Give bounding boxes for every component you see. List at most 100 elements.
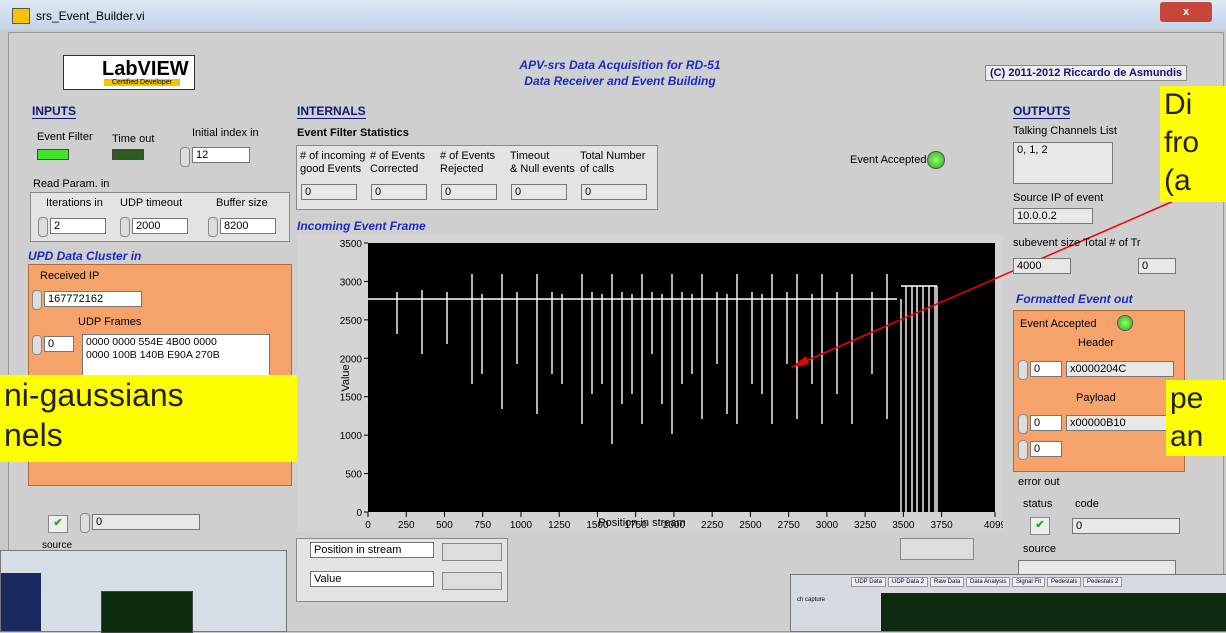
x-tick-label: 2500 [739, 520, 762, 531]
spinner[interactable] [32, 335, 42, 355]
numeric-indicator: 0 [1138, 258, 1176, 274]
label: code [1075, 498, 1099, 510]
x-tick-label: 250 [398, 520, 415, 531]
numeric-indicator: x00000B10 [1066, 415, 1174, 431]
logo-text: LabVIEW [102, 58, 189, 81]
string-indicator: 10.0.0.2 [1013, 208, 1093, 224]
x-tick-label: 750 [474, 520, 491, 531]
spinner[interactable] [80, 513, 90, 533]
y-tick-label: 1500 [340, 393, 363, 404]
text-line: 0000 0000 554E 4B00 0000 [86, 336, 266, 349]
spinner[interactable] [38, 217, 48, 237]
callout-text: fro [1164, 124, 1226, 162]
x-tick-label: 4099 [984, 520, 1003, 531]
y-tick-label: 1000 [340, 431, 363, 442]
cursor-field[interactable]: Position in stream [310, 542, 434, 558]
numeric-control[interactable]: 2 [50, 218, 106, 234]
close-button[interactable]: x [1160, 2, 1212, 22]
status-indicator[interactable]: ✔ [48, 515, 68, 533]
x-tick-label: 1750 [625, 520, 648, 531]
x-tick-label: 1000 [510, 520, 533, 531]
x-tick-label: 2000 [663, 520, 686, 531]
numeric-control[interactable]: 12 [192, 147, 250, 163]
led[interactable] [112, 149, 144, 160]
axis-tools[interactable] [442, 543, 502, 561]
thumbnail-graph [881, 593, 1226, 631]
string-indicator: 0, 1, 2 [1013, 142, 1113, 184]
spinner[interactable] [120, 217, 130, 237]
led[interactable] [927, 151, 945, 169]
cluster-label: Formatted Event out [1016, 292, 1133, 306]
x-tick-label: 1250 [548, 520, 571, 531]
led[interactable] [1117, 315, 1133, 331]
copyright: (C) 2011-2012 Riccardo de Asmundis [985, 65, 1187, 81]
graph-title: Incoming Event Frame [297, 219, 426, 233]
numeric-control[interactable]: 8200 [220, 218, 276, 234]
y-tick-label: 2000 [340, 354, 363, 365]
graph-palette[interactable] [900, 538, 974, 560]
tab[interactable]: UDP Data [851, 577, 886, 587]
numeric-indicator: 0 [441, 184, 497, 200]
array-index[interactable]: 0 [1030, 361, 1062, 377]
x-tick-label: 0 [365, 520, 371, 531]
spinner[interactable] [1018, 360, 1028, 380]
panel-title: APV-srs Data Acquisition for RD-51 [440, 58, 800, 72]
cursor-field[interactable]: Value [310, 571, 434, 587]
label: Talking Channels List [1013, 125, 1117, 137]
tab[interactable]: UDP Data 2 [888, 577, 928, 587]
graph: Position in stream Value 050010001500200… [297, 234, 1003, 532]
label: Buffer size [216, 197, 268, 209]
label: status [1023, 498, 1052, 510]
label: subevent size Total # of Tr [1013, 237, 1141, 249]
callout-text: an [1170, 418, 1226, 456]
label: Iterations in [46, 197, 103, 209]
x-tick-label: 500 [436, 520, 453, 531]
numeric-indicator: 0 [581, 184, 647, 200]
spinner[interactable] [32, 290, 42, 310]
cluster-label: UPD Data Cluster in [28, 249, 141, 263]
logo-sub: Certified Developer [104, 79, 180, 86]
y-axis-label: Value [340, 364, 352, 391]
numeric-indicator: 0 [92, 514, 200, 530]
tab[interactable]: Raw Data [930, 577, 964, 587]
text-line: 0000 100B 140B E90A 270B [86, 349, 266, 362]
y-tick-label: 3000 [340, 277, 363, 288]
callout-text: pe [1170, 380, 1226, 418]
thumbnail-panel [1, 573, 41, 631]
y-tick-label: 3500 [340, 239, 363, 250]
section-label: INTERNALS [297, 104, 366, 119]
label: Read Param. in [33, 178, 109, 190]
array-index[interactable]: 0 [1030, 441, 1062, 457]
label: error out [1018, 476, 1060, 488]
axis-tools[interactable] [442, 572, 502, 590]
label: source [1023, 543, 1056, 555]
label: Event Filter Statistics [297, 127, 409, 139]
tab[interactable]: Pedestals [1047, 577, 1081, 587]
label: UDP Frames [78, 316, 141, 328]
spinner[interactable] [208, 217, 218, 237]
x-tick-label: 2750 [778, 520, 801, 531]
x-tick-label: 1500 [586, 520, 609, 531]
numeric-indicator: 0 [511, 184, 567, 200]
x-tick-label: 3500 [892, 520, 915, 531]
label: Initial index in [192, 127, 259, 139]
array-index[interactable]: 0 [1030, 415, 1062, 431]
tab[interactable]: Pedestals 2 [1083, 577, 1122, 587]
numeric-control[interactable]: 2000 [132, 218, 188, 234]
led[interactable] [37, 149, 69, 160]
spinner[interactable] [180, 147, 190, 167]
column-header: # of incoming [300, 150, 365, 162]
spinner[interactable] [1018, 440, 1028, 460]
numeric-control[interactable]: 167772162 [44, 291, 142, 307]
tab[interactable]: Signal Fit [1012, 577, 1045, 587]
array-index[interactable]: 0 [44, 336, 74, 352]
tab[interactable]: Data Analysis [966, 577, 1010, 587]
section-label: INPUTS [32, 104, 76, 119]
status-indicator[interactable]: ✔ [1030, 517, 1050, 535]
spinner[interactable] [1018, 414, 1028, 434]
column-header: # of Events [370, 150, 425, 162]
page: srs_Event_Builder.vi x LabVIEW Certified… [0, 0, 1226, 630]
column-header: of calls [580, 163, 614, 175]
column-header: good Events [300, 163, 361, 175]
